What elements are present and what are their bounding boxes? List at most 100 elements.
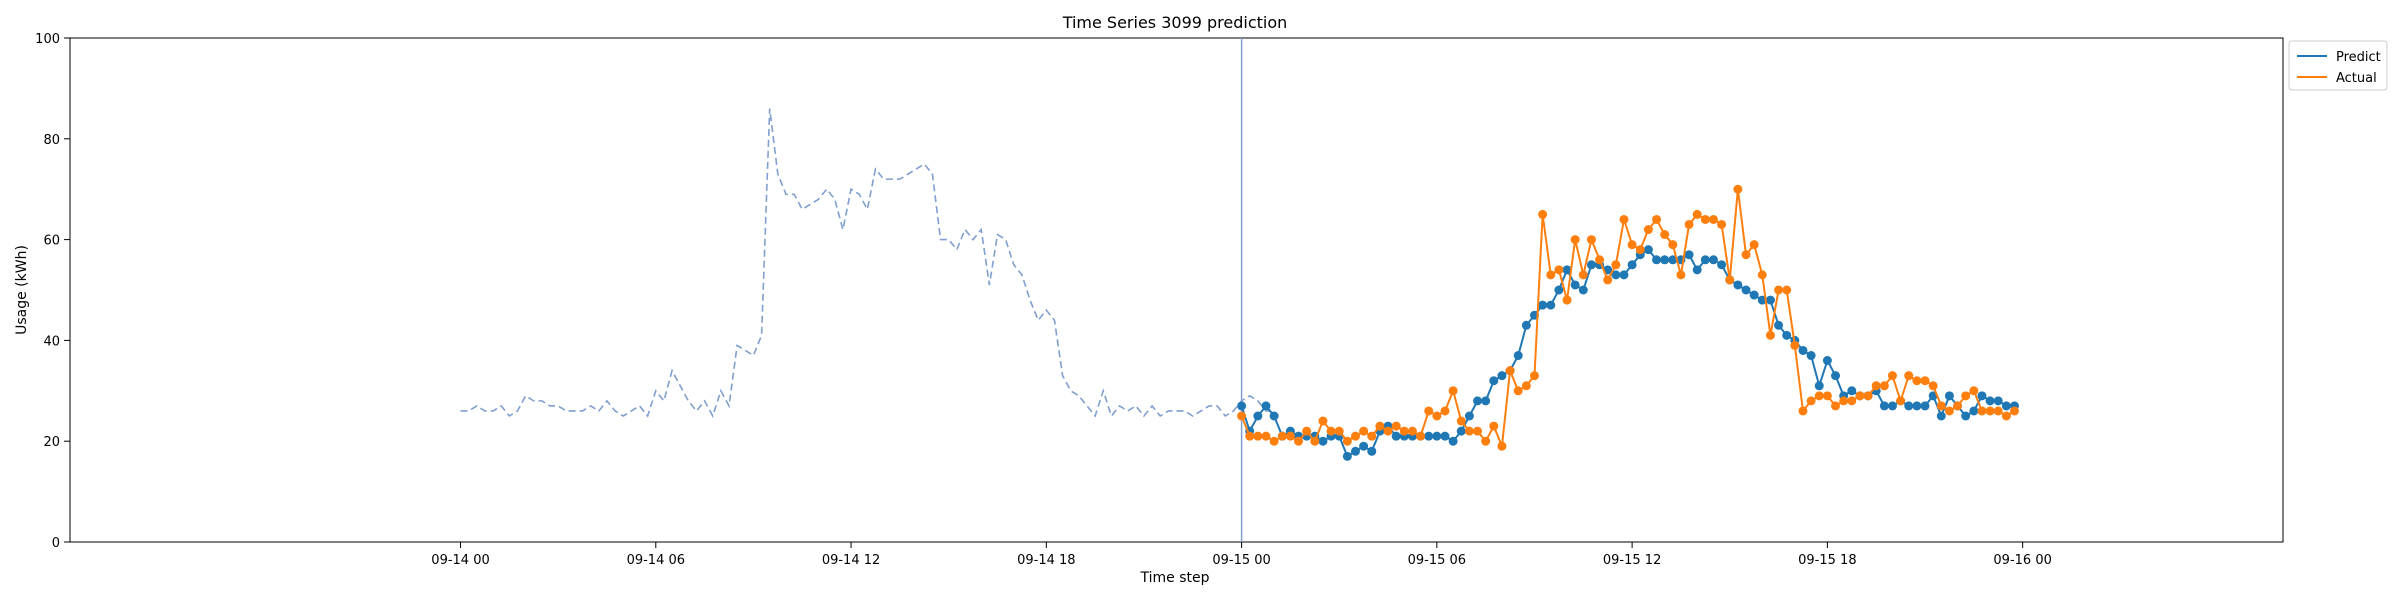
actual-point	[1741, 250, 1751, 260]
actual-point	[1342, 436, 1352, 446]
predict-point	[1692, 265, 1702, 275]
predict-point	[1920, 401, 1930, 411]
actual-point	[1782, 285, 1792, 295]
y-tick-label: 80	[43, 133, 60, 148]
predict-point	[1643, 245, 1653, 255]
actual-point	[1237, 411, 1247, 421]
legend: Predict Actual	[2288, 40, 2388, 91]
actual-point	[1936, 401, 1946, 411]
predict-point	[1432, 431, 1442, 441]
predict-point	[1668, 255, 1678, 265]
history-series	[460, 108, 1275, 419]
actual-point	[1359, 426, 1369, 436]
actual-point	[1277, 431, 1287, 441]
x-tick-label: 09-15 00	[1212, 553, 1270, 568]
actual-point	[1505, 366, 1515, 376]
actual-point	[1302, 426, 1312, 436]
actual-point	[1383, 426, 1393, 436]
actual-point	[1839, 396, 1849, 406]
actual-point	[1635, 245, 1645, 255]
actual-point	[1464, 426, 1474, 436]
predict-point	[1619, 270, 1629, 280]
predict-point	[1464, 411, 1474, 421]
x-tick-label: 09-14 00	[431, 553, 489, 568]
x-tick-label: 09-14 12	[822, 553, 880, 568]
actual-point	[1497, 441, 1507, 451]
predict-point	[1879, 401, 1889, 411]
actual-point	[1269, 436, 1279, 446]
actual-point	[1586, 235, 1596, 245]
history-line	[460, 108, 1275, 419]
actual-point	[1757, 270, 1767, 280]
actual-point	[1790, 340, 1800, 350]
actual-point	[1708, 214, 1718, 224]
y-axis-label: Usage (kWh)	[14, 245, 30, 335]
actual-point	[1310, 436, 1320, 446]
actual-point	[1432, 411, 1442, 421]
actual-point	[1993, 406, 2003, 416]
actual-point	[1969, 386, 1979, 396]
predict-point	[1904, 401, 1914, 411]
y-tick-label: 100	[35, 32, 60, 47]
actual-point	[1253, 431, 1263, 441]
predict-point	[1912, 401, 1922, 411]
predict-point	[1782, 330, 1792, 340]
predict-series	[1237, 245, 2020, 461]
predict-point	[1237, 401, 1247, 411]
actual-point	[1627, 240, 1637, 250]
actual-point	[1700, 214, 1710, 224]
legend-actual-label: Actual	[2336, 71, 2377, 86]
predict-point	[1847, 386, 1857, 396]
predict-point	[1944, 391, 1954, 401]
actual-point	[1391, 421, 1401, 431]
y-tick-labels: 0 20 40 60 80 100	[35, 32, 60, 551]
actual-point	[1977, 406, 1987, 416]
predict-point	[1700, 255, 1710, 265]
actual-point	[1489, 421, 1499, 431]
predict-point	[1253, 411, 1263, 421]
predict-point	[1717, 260, 1727, 270]
actual-point	[1521, 381, 1531, 391]
actual-point	[1440, 406, 1450, 416]
predict-point	[1660, 255, 1670, 265]
actual-point	[1896, 396, 1906, 406]
y-tick-label: 0	[52, 536, 60, 551]
actual-point	[1806, 396, 1816, 406]
predict-point	[1456, 426, 1466, 436]
predict-point	[1831, 371, 1841, 381]
actual-point	[1562, 295, 1572, 305]
actual-point	[1798, 406, 1808, 416]
actual-point	[1416, 431, 1426, 441]
predict-point	[1554, 285, 1564, 295]
x-tick-label: 09-15 12	[1603, 553, 1661, 568]
actual-point	[1928, 381, 1938, 391]
actual-point	[1831, 401, 1841, 411]
predict-point	[1961, 411, 1971, 421]
predict-point	[1586, 260, 1596, 270]
actual-point	[1855, 391, 1865, 401]
x-axis-label: Time step	[1140, 570, 1210, 586]
predict-point	[1448, 436, 1458, 446]
actual-point	[2001, 411, 2011, 421]
actual-point	[1774, 285, 1784, 295]
actual-point	[1529, 371, 1539, 381]
predict-point	[1765, 295, 1775, 305]
actual-point	[1692, 209, 1702, 219]
actual-point	[1749, 240, 1759, 250]
legend-predict-label: Predict	[2336, 50, 2381, 65]
actual-point	[1448, 386, 1458, 396]
predict-point	[1497, 371, 1507, 381]
predict-point	[1652, 255, 1662, 265]
actual-point	[1570, 235, 1580, 245]
predict-point	[1798, 345, 1808, 355]
plot-area	[64, 37, 2284, 548]
actual-point	[1676, 270, 1686, 280]
actual-point	[1725, 275, 1735, 285]
actual-point	[1879, 381, 1889, 391]
actual-point	[1350, 431, 1360, 441]
actual-point	[1660, 230, 1670, 240]
predict-point	[1814, 381, 1824, 391]
actual-point	[1863, 391, 1873, 401]
predict-point	[1440, 431, 1450, 441]
